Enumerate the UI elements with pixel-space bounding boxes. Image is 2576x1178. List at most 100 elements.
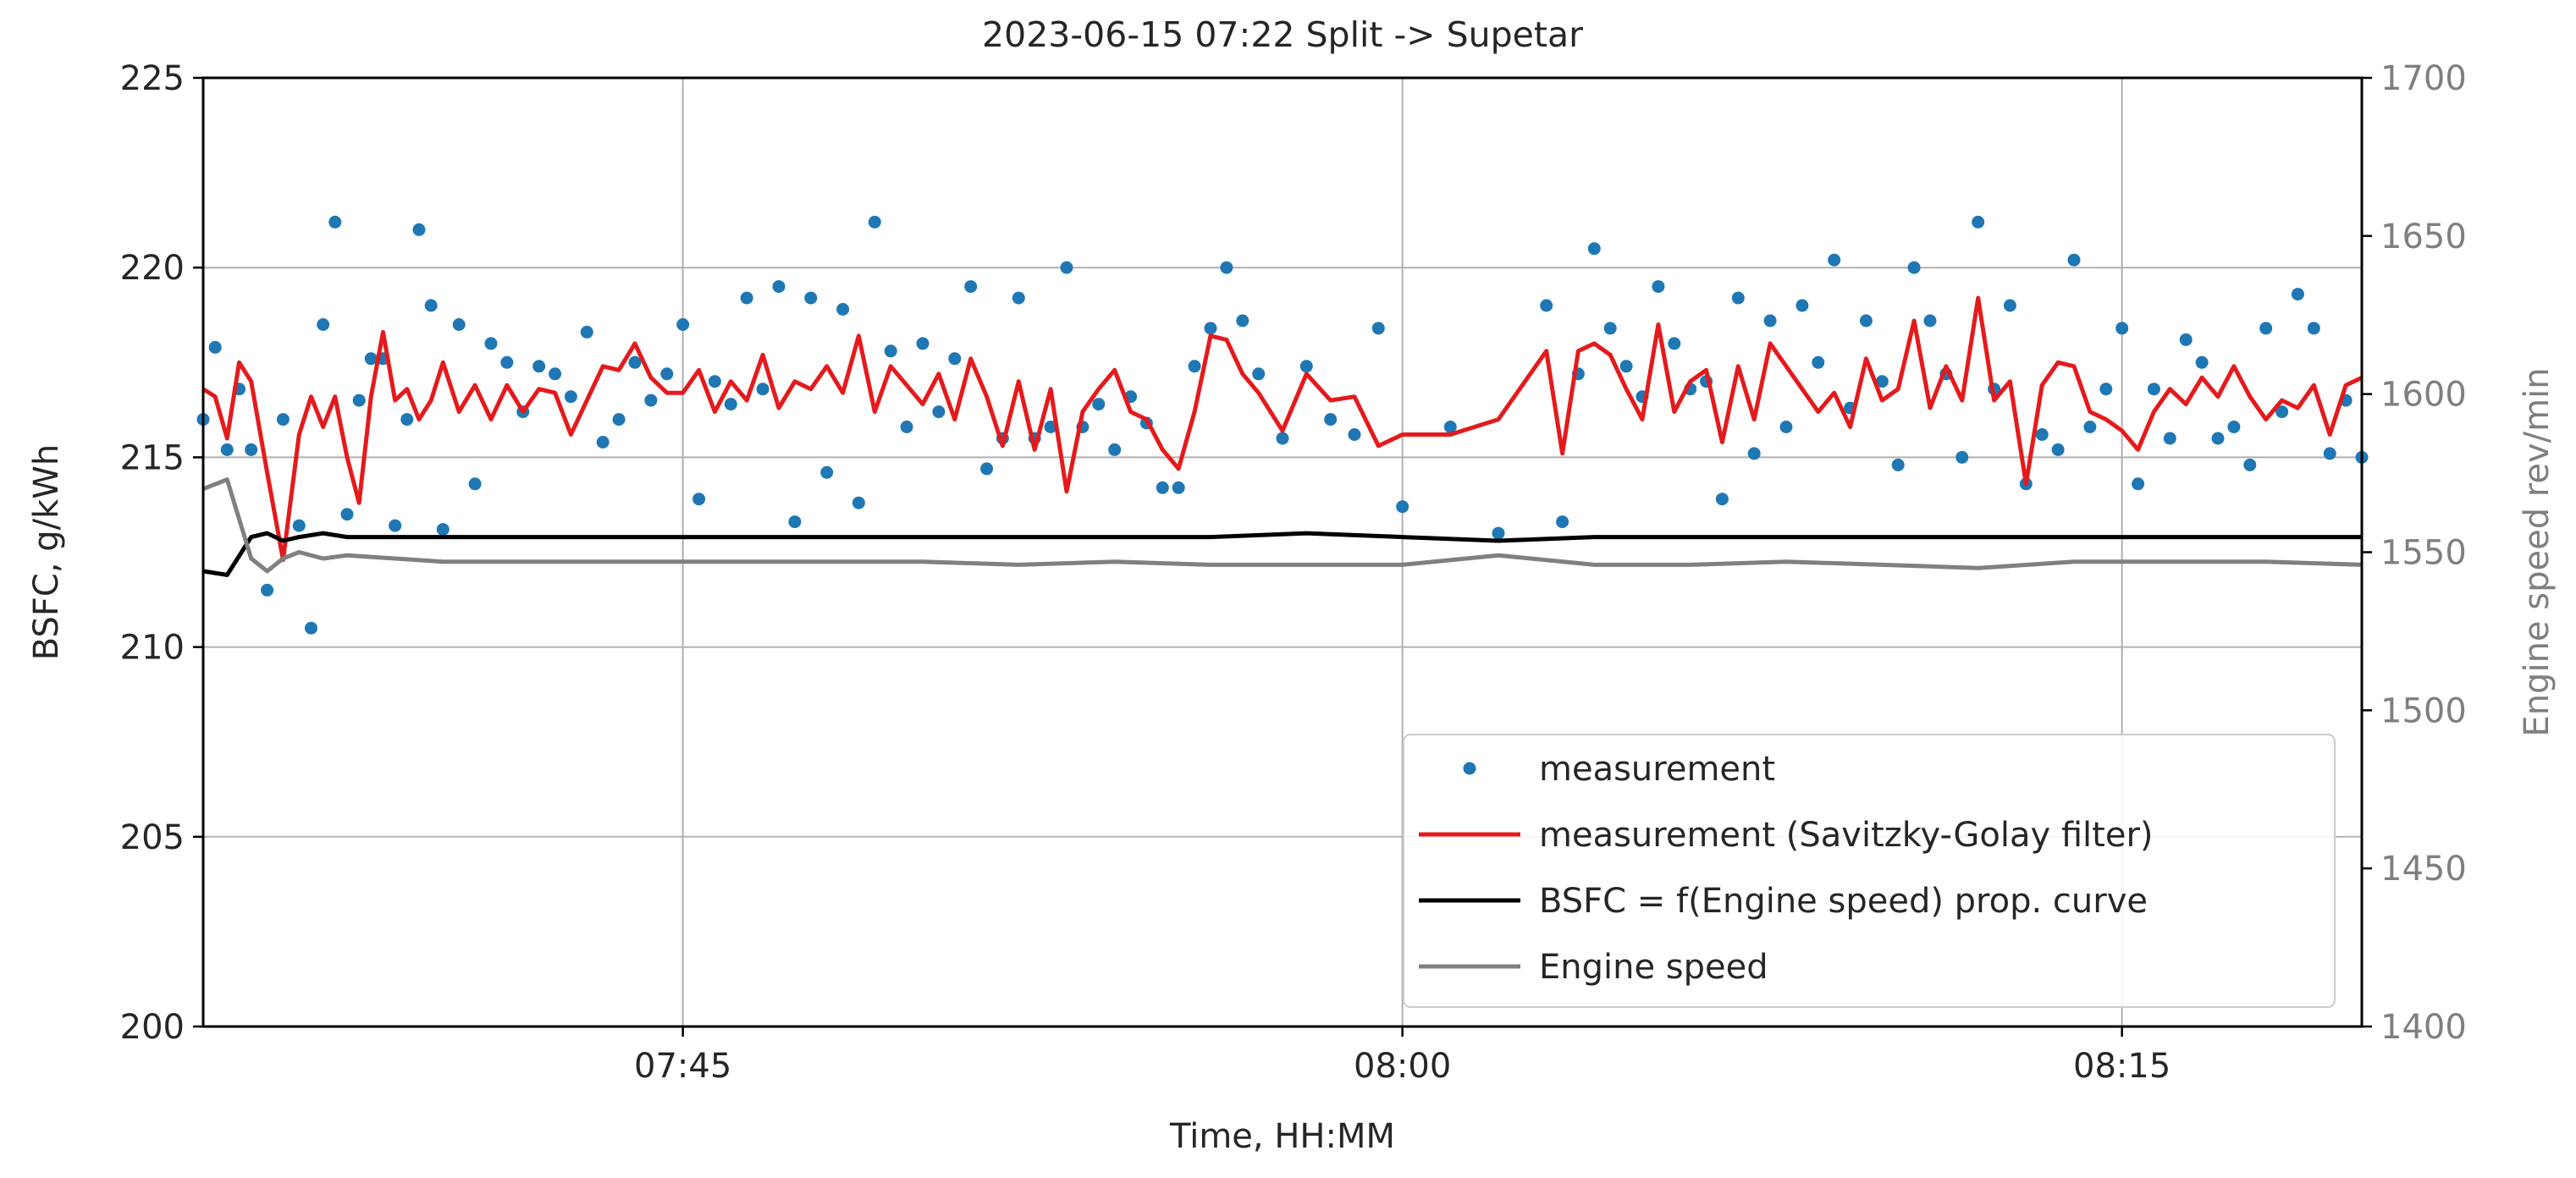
measurement-point	[1044, 421, 1057, 433]
y2-tick-label: 1450	[2380, 850, 2467, 889]
measurement-point	[1324, 413, 1338, 427]
measurement-point	[1172, 481, 1185, 494]
measurement-point	[532, 360, 546, 373]
measurement-point	[1891, 458, 1905, 471]
y2-tick-label: 1650	[2380, 217, 2467, 256]
measurement-point	[400, 413, 414, 427]
measurement-point	[836, 303, 850, 316]
chart-title: 2023-06-15 07:22 Split -> Supetar	[982, 14, 1583, 55]
measurement-point	[1156, 481, 1169, 494]
measurement-point	[1556, 515, 1569, 529]
measurement-point	[424, 299, 438, 312]
measurement-point	[245, 443, 258, 456]
y2-tick-label: 1700	[2380, 59, 2467, 98]
measurement-point	[1540, 299, 1553, 312]
measurement-point	[2243, 458, 2257, 471]
measurement-point	[1276, 432, 1289, 445]
measurement-point	[484, 337, 498, 350]
measurement-point	[220, 443, 234, 456]
measurement-point	[2051, 443, 2065, 456]
legend-label: Engine speed	[1539, 948, 1768, 987]
measurement-point	[740, 291, 753, 305]
measurement-point	[500, 355, 514, 369]
measurement-point	[820, 465, 834, 479]
measurement-point	[1619, 360, 1633, 373]
measurement-point	[628, 355, 642, 369]
measurement-point	[2179, 333, 2193, 346]
measurement-point	[2275, 405, 2289, 419]
measurement-point	[1795, 299, 1809, 312]
measurement-point	[708, 375, 721, 388]
measurement-point	[804, 291, 818, 305]
measurement-point	[1492, 526, 1505, 540]
measurement-point	[2003, 299, 2016, 312]
measurement-point	[412, 223, 426, 236]
measurement-point	[1204, 322, 1217, 335]
measurement-point	[276, 413, 290, 427]
legend-label: BSFC = f(Engine speed) prop. curve	[1539, 882, 2148, 921]
measurement-point	[724, 398, 737, 411]
measurement-point	[1220, 261, 1233, 274]
x-tick-label: 07:45	[634, 1047, 731, 1086]
y-tick-label: 215	[120, 438, 185, 477]
measurement-point	[756, 383, 769, 396]
legend-box	[1403, 734, 2336, 1008]
measurement-point	[328, 215, 342, 228]
measurement-point	[676, 318, 690, 331]
measurement-point	[2307, 322, 2320, 335]
measurement-point	[1236, 314, 1249, 328]
measurement-point	[1371, 322, 1385, 335]
measurement-point	[1012, 291, 1025, 305]
x-axis-title: Time, HH:MM	[1169, 1117, 1395, 1156]
y2-tick-label: 1550	[2380, 534, 2467, 573]
measurement-point	[2035, 428, 2049, 441]
measurement-point	[2067, 253, 2081, 267]
measurement-point	[644, 394, 658, 407]
y-tick-label: 205	[120, 818, 185, 857]
legend-label: measurement	[1539, 750, 1775, 789]
x-tick-label: 08:15	[2073, 1047, 2171, 1086]
measurement-point	[2227, 421, 2241, 433]
measurement-point	[1348, 428, 1361, 441]
measurement-point	[2211, 432, 2225, 445]
measurement-point	[788, 515, 802, 529]
measurement-point	[1443, 421, 1457, 433]
measurement-point	[2132, 477, 2145, 491]
y-tick-label: 200	[120, 1008, 185, 1047]
measurement-point	[1252, 367, 1266, 381]
measurement-point	[580, 325, 593, 339]
measurement-point	[1603, 322, 1617, 335]
measurement-point	[389, 519, 402, 532]
measurement-point	[317, 318, 330, 331]
measurement-point	[1859, 314, 1873, 328]
filtered-measurement-line	[201, 295, 2364, 562]
measurement-point	[364, 352, 378, 366]
measurement-point	[2115, 322, 2129, 335]
measurement-point	[916, 337, 929, 350]
measurement-point	[1299, 360, 1313, 373]
measurement-point	[2083, 421, 2097, 433]
measurement-point	[980, 462, 994, 476]
legend-label: measurement (Savitzky-Golay filter)	[1539, 816, 2154, 855]
measurement-point	[2323, 447, 2336, 460]
measurement-point	[1092, 398, 1106, 411]
measurement-point	[305, 621, 317, 635]
measurement-point	[932, 405, 946, 419]
measurement-point	[692, 493, 706, 506]
measurement-point	[660, 367, 674, 381]
measurement-point	[261, 583, 274, 597]
measurement-point	[2195, 355, 2209, 369]
measurement-point	[900, 421, 913, 433]
measurement-point	[1875, 375, 1889, 388]
measurement-point	[1972, 215, 1985, 228]
y2-axis-title: Engine speed rev/min	[2518, 367, 2557, 736]
measurement-point	[1812, 355, 1825, 369]
measurement-point	[468, 477, 482, 491]
measurement-point	[352, 394, 366, 407]
measurement-point	[1652, 280, 1665, 294]
measurement-point	[1923, 314, 1937, 328]
measurement-point	[436, 523, 450, 537]
measurement-point	[1060, 261, 1073, 274]
measurement-point	[948, 352, 962, 366]
